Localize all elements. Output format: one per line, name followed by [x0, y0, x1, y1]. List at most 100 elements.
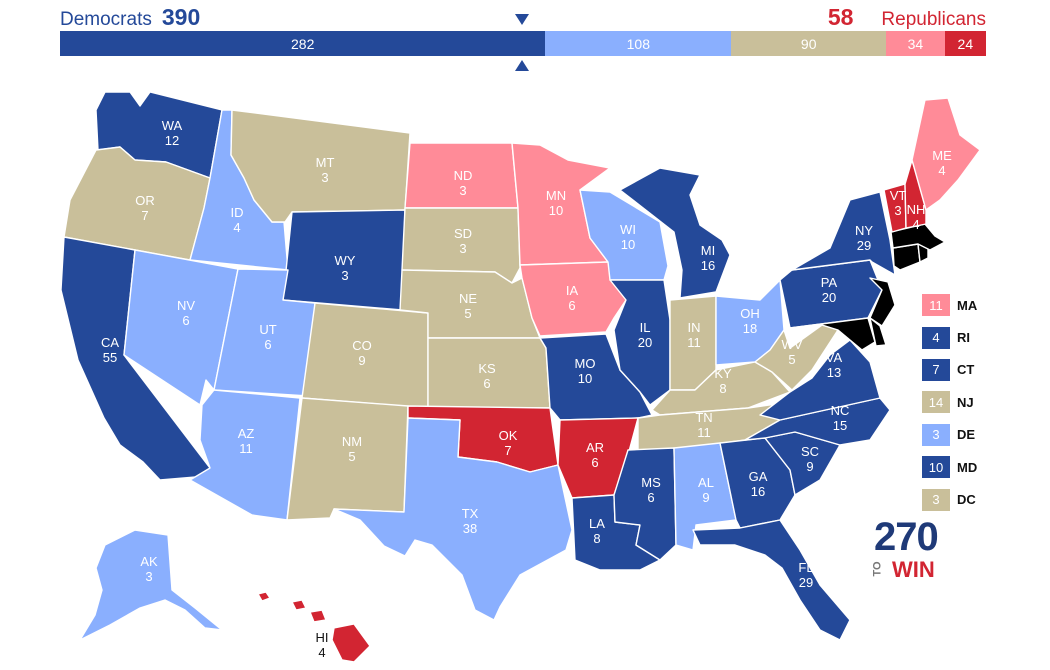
- small-state-votes: 4: [922, 326, 950, 349]
- state-label-mo: MO 10: [575, 356, 596, 386]
- state-shapes: [60, 91, 981, 663]
- 270towin-logo[interactable]: 270 TO WIN: [871, 515, 954, 585]
- state-label-nv: NV 6: [177, 298, 195, 328]
- dem-summary: Democrats 390: [60, 4, 200, 32]
- small-state-ri[interactable]: 4 RI: [922, 321, 977, 353]
- state-label-ny: NY 29: [855, 223, 873, 253]
- state-label-tx: TX 38: [462, 506, 479, 536]
- state-label-ia: IA 6: [566, 283, 579, 313]
- state-ny[interactable]: [791, 191, 896, 276]
- small-state-de[interactable]: 3 DE: [922, 419, 977, 451]
- small-states-legend: 11 MA 4 RI 7 CT 14 NJ 3 DE 10 MD 3 DC: [922, 289, 977, 516]
- small-state-votes: 14: [922, 391, 950, 414]
- state-label-ok: OK 7: [499, 428, 518, 458]
- small-state-nj[interactable]: 14 NJ: [922, 386, 977, 418]
- small-state-abbr: CT: [957, 362, 975, 378]
- tally-segment: 108: [545, 31, 732, 56]
- small-state-abbr: DE: [957, 427, 976, 443]
- small-state-abbr: DC: [957, 492, 976, 508]
- state-label-sc: SC 9: [801, 444, 819, 474]
- state-label-in: IN 11: [687, 320, 701, 350]
- state-de[interactable]: [869, 317, 887, 347]
- state-label-fl: FL 29: [798, 560, 813, 590]
- rep-party-name: Republicans: [881, 9, 986, 30]
- state-label-nh: NH 4: [907, 202, 926, 232]
- dem-total: 390: [161, 4, 201, 30]
- small-state-abbr: RI: [957, 330, 970, 346]
- state-md[interactable]: [789, 317, 876, 351]
- state-label-sd: SD 3: [454, 226, 472, 256]
- tally-segment: 90: [731, 31, 887, 56]
- state-label-hi: HI 4: [316, 630, 329, 660]
- state-mi[interactable]: [619, 167, 731, 299]
- threshold-marker-top-icon: [515, 14, 529, 25]
- state-label-me: ME 4: [932, 148, 952, 178]
- state-label-wa: WA 12: [162, 118, 183, 148]
- state-label-wy: WY 3: [335, 253, 356, 283]
- state-fl[interactable]: [692, 519, 851, 641]
- small-state-votes: 3: [922, 423, 950, 446]
- state-label-wv: WV 5: [782, 337, 803, 367]
- small-state-ct[interactable]: 7 CT: [922, 354, 977, 386]
- state-nj[interactable]: [869, 277, 896, 327]
- small-state-votes: 3: [922, 488, 950, 511]
- state-labels: WA 12 OR 7 CA 55 ID 4 NV 6 MT 3 WY 3 UT 6 CO 9 AZ 11 NM 5 ND 3 S…: [101, 118, 952, 660]
- state-me[interactable]: [911, 97, 981, 211]
- state-label-il: IL 20: [638, 320, 652, 350]
- small-state-abbr: MD: [957, 459, 978, 475]
- state-label-vt: VT 3: [890, 188, 907, 218]
- electoral-tally-bar: 282 108 90 34 24: [60, 31, 986, 56]
- state-label-pa: PA 20: [821, 275, 838, 305]
- state-label-ky: KY 8: [714, 366, 732, 396]
- small-state-abbr: MA: [957, 297, 978, 313]
- state-wi[interactable]: [579, 189, 669, 281]
- state-label-or: OR 7: [135, 193, 155, 223]
- state-hi[interactable]: [257, 591, 371, 663]
- threshold-marker-bottom-icon: [515, 60, 529, 71]
- state-label-co: CO 9: [352, 338, 372, 368]
- small-state-abbr: NJ: [957, 394, 974, 410]
- state-il[interactable]: [609, 279, 671, 406]
- state-label-az: AZ 11: [238, 426, 255, 456]
- tally-segment: 24: [944, 31, 986, 56]
- small-state-dc[interactable]: 3 DC: [922, 483, 977, 515]
- state-az[interactable]: [189, 389, 301, 521]
- state-label-mt: MT 3: [316, 155, 335, 185]
- state-label-ar: AR 6: [586, 440, 604, 470]
- state-nh[interactable]: [904, 159, 927, 229]
- state-ma[interactable]: [890, 223, 946, 251]
- state-label-ut: UT 6: [259, 322, 276, 352]
- small-state-votes: 10: [922, 456, 950, 479]
- small-state-ma[interactable]: 11 MA: [922, 289, 977, 321]
- state-label-ca: CA 55: [101, 335, 119, 365]
- dem-party-name: Democrats: [60, 9, 152, 30]
- logo-number: 270: [874, 515, 939, 559]
- state-ak[interactable]: [79, 529, 223, 641]
- state-label-mn: MN 10: [546, 188, 566, 218]
- state-label-la: LA 8: [589, 516, 605, 546]
- state-label-ms: MS 6: [641, 475, 661, 505]
- state-label-nd: ND 3: [454, 168, 473, 198]
- small-state-md[interactable]: 10 MD: [922, 451, 977, 483]
- small-state-votes: 11: [922, 294, 950, 317]
- tally-segment: 34: [886, 31, 945, 56]
- small-state-votes: 7: [922, 358, 950, 381]
- state-label-id: ID 4: [231, 205, 244, 235]
- state-label-tn: TN 11: [695, 410, 712, 440]
- state-label-ga: GA 16: [749, 469, 768, 499]
- state-label-wi: WI 10: [620, 222, 636, 252]
- state-label-ak: AK 3: [140, 554, 158, 584]
- tally-segment: 282: [60, 31, 546, 56]
- state-label-mi: MI 16: [701, 243, 715, 273]
- rep-summary: 58 Republicans: [828, 4, 986, 32]
- state-label-al: AL 9: [698, 475, 714, 505]
- logo-to: TO: [871, 561, 884, 577]
- state-label-ne: NE 5: [459, 291, 477, 321]
- logo-win: WIN: [892, 557, 935, 582]
- rep-total: 58: [827, 4, 854, 30]
- state-label-nm: NM 5: [342, 434, 362, 464]
- state-label-va: VA 13: [826, 350, 843, 380]
- state-tx[interactable]: [333, 417, 573, 621]
- state-label-nc: NC 15: [831, 403, 850, 433]
